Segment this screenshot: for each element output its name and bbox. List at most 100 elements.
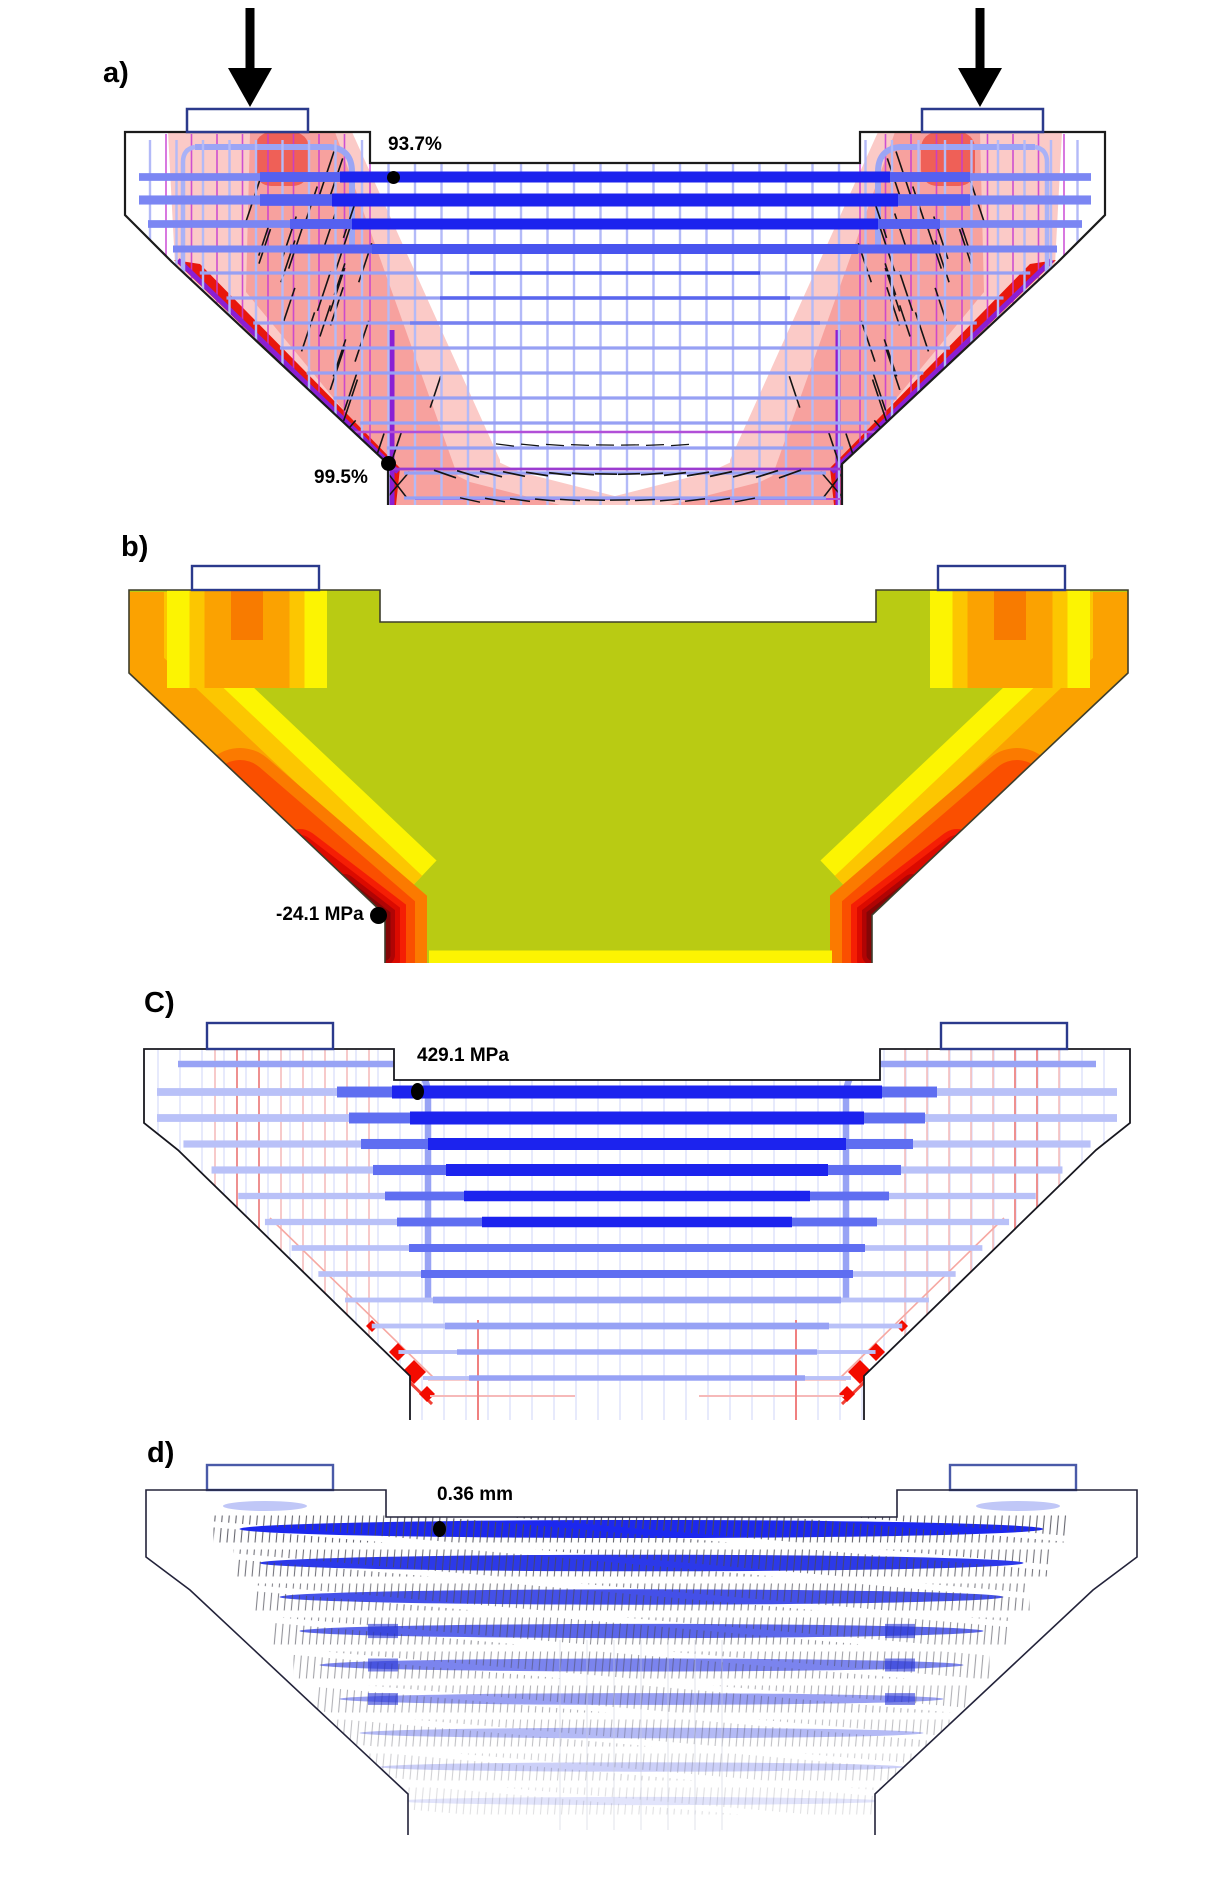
rebar-row-mid xyxy=(469,1375,805,1381)
crack-line xyxy=(342,379,359,422)
bearing-plate xyxy=(205,1021,335,1051)
crack-flexural xyxy=(640,472,664,476)
panel-a xyxy=(123,8,1107,505)
panel-c-body xyxy=(144,1049,1130,1420)
panel-a-label: a) xyxy=(103,57,129,89)
panel-a-marker-dot-bottom xyxy=(381,456,396,471)
load-arrow-head xyxy=(958,68,1002,107)
panel-c-outline xyxy=(143,1048,1131,1420)
crack-flexural xyxy=(484,497,506,503)
panel-b-label: b) xyxy=(121,531,149,563)
panel-c-right-outer xyxy=(939,1021,1069,1051)
panel-a-utilization-annotation-2: 99.5% xyxy=(314,467,368,488)
rebar-row-dark xyxy=(352,218,878,230)
crack-flexural xyxy=(617,472,641,476)
crack-flexural xyxy=(709,497,731,503)
crack-cross xyxy=(848,467,874,497)
bearing-plate xyxy=(920,107,1045,134)
rebar-row-mid xyxy=(421,1270,853,1278)
rebar-row-dark xyxy=(464,1190,810,1202)
rebar-row-mid xyxy=(433,1296,841,1304)
crack-flexural xyxy=(732,470,756,478)
crack-flexural xyxy=(755,469,779,479)
panel-b-left-outer xyxy=(190,564,321,592)
crack-cross xyxy=(865,475,891,505)
panel-a-utilization-annotation: 93.7% xyxy=(388,134,442,155)
crack-flexural xyxy=(686,471,710,477)
displacement-accent xyxy=(368,1693,398,1705)
load-arrow-shaft xyxy=(975,8,985,70)
panel-b-stress-annotation: -24.1 MPa xyxy=(276,904,364,925)
crack-flexural xyxy=(534,498,556,502)
displacement-accent xyxy=(885,1658,915,1672)
strut-stress-bead xyxy=(389,1343,407,1361)
strut-stress-bead xyxy=(867,1343,885,1361)
crack-line xyxy=(884,263,897,296)
crack-cross xyxy=(386,472,409,500)
purple-tie-diagonal xyxy=(830,258,1054,474)
crack-flexural xyxy=(520,443,540,447)
vector-tick-band xyxy=(213,1515,1070,1543)
crack-flexural xyxy=(645,444,665,446)
crack-flexural xyxy=(433,469,457,479)
rebar-hook-vertical xyxy=(1034,144,1050,430)
crack-cross xyxy=(867,476,889,504)
crack-flexural xyxy=(584,498,606,502)
crack-cross xyxy=(866,445,892,475)
crack-cross xyxy=(868,446,890,474)
crack-flexural xyxy=(502,470,526,478)
vector-tick-band xyxy=(253,1583,1030,1611)
crack-flexural xyxy=(670,443,690,447)
panel-d-right-half xyxy=(885,1463,1078,1705)
rebar-row-mid xyxy=(409,1244,865,1252)
panel-d-content xyxy=(213,1515,1070,1830)
crack-flexural xyxy=(659,498,681,502)
panel-c-marker-dot xyxy=(411,1083,424,1100)
load-arrow-shaft xyxy=(245,8,255,70)
displacement-accent xyxy=(885,1693,915,1705)
bearing-plate xyxy=(936,564,1067,592)
rebar-row-dark xyxy=(372,244,858,254)
crack-flexural xyxy=(495,443,515,447)
strut-stress-bead xyxy=(419,1386,435,1402)
bearing-plate xyxy=(185,107,310,134)
crack-cross xyxy=(331,419,357,449)
rebar-hook-vertical xyxy=(180,144,196,430)
panel-a-marker-dot-top xyxy=(387,171,400,184)
crack-line xyxy=(788,376,801,408)
crack-flexural xyxy=(663,471,687,477)
rebar-row-dark xyxy=(482,1216,792,1228)
rebar-row-dark xyxy=(428,1138,846,1150)
stress-field-mid-tongue xyxy=(670,442,842,505)
crack-line xyxy=(329,345,346,391)
panel-b-outline xyxy=(128,589,1129,963)
crack-flexural xyxy=(778,469,802,479)
panel-a-outline xyxy=(123,130,1107,505)
stress-field-mid-tongue xyxy=(388,442,560,505)
displacement-accent xyxy=(368,1623,398,1639)
crack-cross xyxy=(850,468,872,496)
panel-c-left-outer xyxy=(205,1021,335,1051)
panel-d-left-half xyxy=(205,1463,398,1705)
crack-line xyxy=(898,271,914,312)
bearing-plate xyxy=(939,1021,1069,1051)
rebar-row-dark xyxy=(340,171,890,183)
displacement-accent xyxy=(368,1658,398,1672)
rebar-row-mid xyxy=(445,1322,829,1330)
crack-flexural xyxy=(459,497,481,503)
crack-flexural xyxy=(479,470,503,478)
panel-c xyxy=(143,1021,1131,1420)
crack-line xyxy=(893,213,907,246)
load-arrow-head xyxy=(228,68,272,107)
crack-line xyxy=(343,373,358,411)
displacement-blob-block xyxy=(976,1501,1060,1511)
displacement-blob-block xyxy=(223,1501,307,1511)
crack-flexural xyxy=(525,471,549,477)
panel-d-marker-dot xyxy=(433,1521,446,1537)
rebar-row-mid xyxy=(457,1349,817,1355)
crack-cross xyxy=(873,419,899,449)
rebar-row-dark xyxy=(410,1111,864,1125)
crack-line xyxy=(883,339,898,377)
crack-line xyxy=(429,376,442,408)
